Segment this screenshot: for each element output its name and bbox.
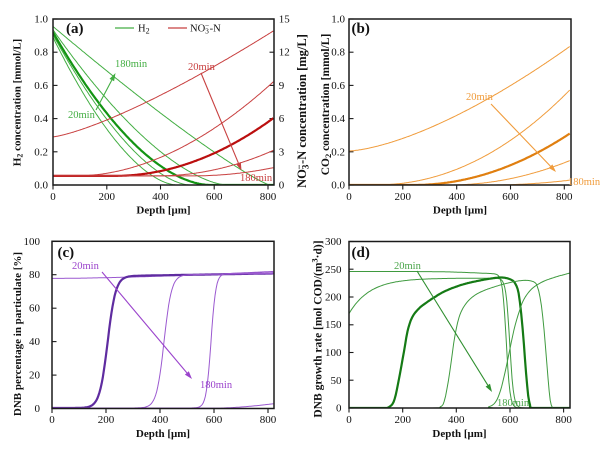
svg-text:80: 80	[29, 269, 41, 281]
svg-text:20: 20	[29, 370, 41, 382]
svg-text:DNB percentage in particulate: DNB percentage in particulate [%]	[12, 252, 24, 416]
svg-text:400: 400	[152, 414, 169, 426]
svg-text:0: 0	[346, 191, 352, 203]
svg-text:180min: 180min	[240, 173, 273, 184]
svg-text:800: 800	[555, 414, 572, 426]
svg-text:0.0: 0.0	[34, 180, 48, 192]
svg-text:0.2: 0.2	[331, 146, 345, 158]
svg-text:(a): (a)	[66, 21, 84, 37]
svg-text:0.6: 0.6	[34, 80, 48, 92]
svg-text:12: 12	[279, 47, 290, 59]
svg-text:0: 0	[279, 180, 285, 192]
svg-text:NO3−-N: NO3−-N	[190, 21, 221, 36]
svg-text:800: 800	[260, 191, 277, 203]
svg-text:50: 50	[331, 375, 343, 387]
svg-text:400: 400	[448, 414, 465, 426]
svg-text:600: 600	[206, 414, 223, 426]
svg-text:250: 250	[325, 264, 342, 276]
svg-text:0.4: 0.4	[331, 113, 345, 125]
svg-text:200: 200	[99, 191, 116, 203]
svg-text:300: 300	[325, 236, 342, 248]
svg-text:Depth [μm]: Depth [μm]	[136, 205, 190, 217]
svg-text:600: 600	[206, 191, 223, 203]
svg-text:9: 9	[279, 80, 285, 92]
svg-text:3: 3	[279, 146, 285, 158]
svg-text:6: 6	[279, 113, 285, 125]
svg-text:Depth [μm]: Depth [μm]	[136, 428, 190, 440]
svg-text:0.0: 0.0	[331, 180, 345, 192]
svg-text:100: 100	[325, 347, 342, 359]
svg-text:200: 200	[325, 292, 342, 304]
svg-text:0.8: 0.8	[34, 47, 48, 59]
svg-text:CO2 concentration [mmol/L]: CO2 concentration [mmol/L]	[320, 34, 333, 176]
svg-text:15: 15	[279, 14, 291, 26]
svg-text:180min: 180min	[200, 380, 233, 391]
svg-text:H2: H2	[138, 24, 150, 36]
svg-text:150: 150	[325, 319, 342, 331]
svg-text:20min: 20min	[188, 62, 216, 73]
svg-text:0: 0	[49, 414, 55, 426]
svg-text:Depth [μm]: Depth [μm]	[432, 428, 486, 440]
svg-text:180min: 180min	[568, 177, 601, 188]
svg-text:180min: 180min	[497, 398, 530, 409]
svg-text:180min: 180min	[115, 59, 148, 70]
svg-text:(c): (c)	[58, 245, 75, 261]
svg-text:Depth [μm]: Depth [μm]	[433, 205, 487, 217]
svg-text:200: 200	[98, 414, 115, 426]
svg-text:100: 100	[24, 236, 41, 248]
svg-text:NO3−-N concentration [mg/L]: NO3−-N concentration [mg/L]	[294, 34, 311, 188]
svg-text:0: 0	[336, 403, 342, 415]
svg-text:600: 600	[502, 414, 519, 426]
svg-text:0: 0	[35, 403, 41, 415]
svg-text:20min: 20min	[466, 92, 494, 103]
svg-text:600: 600	[502, 191, 519, 203]
svg-text:400: 400	[152, 191, 169, 203]
svg-text:40: 40	[29, 336, 41, 348]
svg-text:H2 concentration [mmol/L]: H2 concentration [mmol/L]	[12, 39, 25, 166]
svg-text:800: 800	[260, 414, 277, 426]
svg-text:(d): (d)	[352, 245, 370, 261]
svg-text:200: 200	[394, 414, 411, 426]
svg-text:1.0: 1.0	[34, 14, 48, 26]
svg-text:0.8: 0.8	[331, 47, 345, 59]
svg-text:DNB growth rate [mol COD/(m3·d: DNB growth rate [mol COD/(m3·d)]	[310, 240, 325, 417]
svg-text:20min: 20min	[68, 110, 96, 121]
svg-text:0.6: 0.6	[331, 80, 345, 92]
svg-text:0: 0	[346, 414, 352, 426]
svg-text:(b): (b)	[352, 21, 370, 37]
svg-text:0.4: 0.4	[34, 113, 48, 125]
svg-text:800: 800	[556, 191, 573, 203]
svg-text:0: 0	[50, 191, 56, 203]
svg-text:20min: 20min	[394, 261, 422, 272]
svg-text:400: 400	[448, 191, 465, 203]
svg-text:200: 200	[395, 191, 412, 203]
svg-text:0.2: 0.2	[34, 146, 48, 158]
svg-text:20min: 20min	[72, 261, 100, 272]
svg-text:60: 60	[29, 303, 41, 315]
svg-text:1.0: 1.0	[331, 14, 345, 26]
